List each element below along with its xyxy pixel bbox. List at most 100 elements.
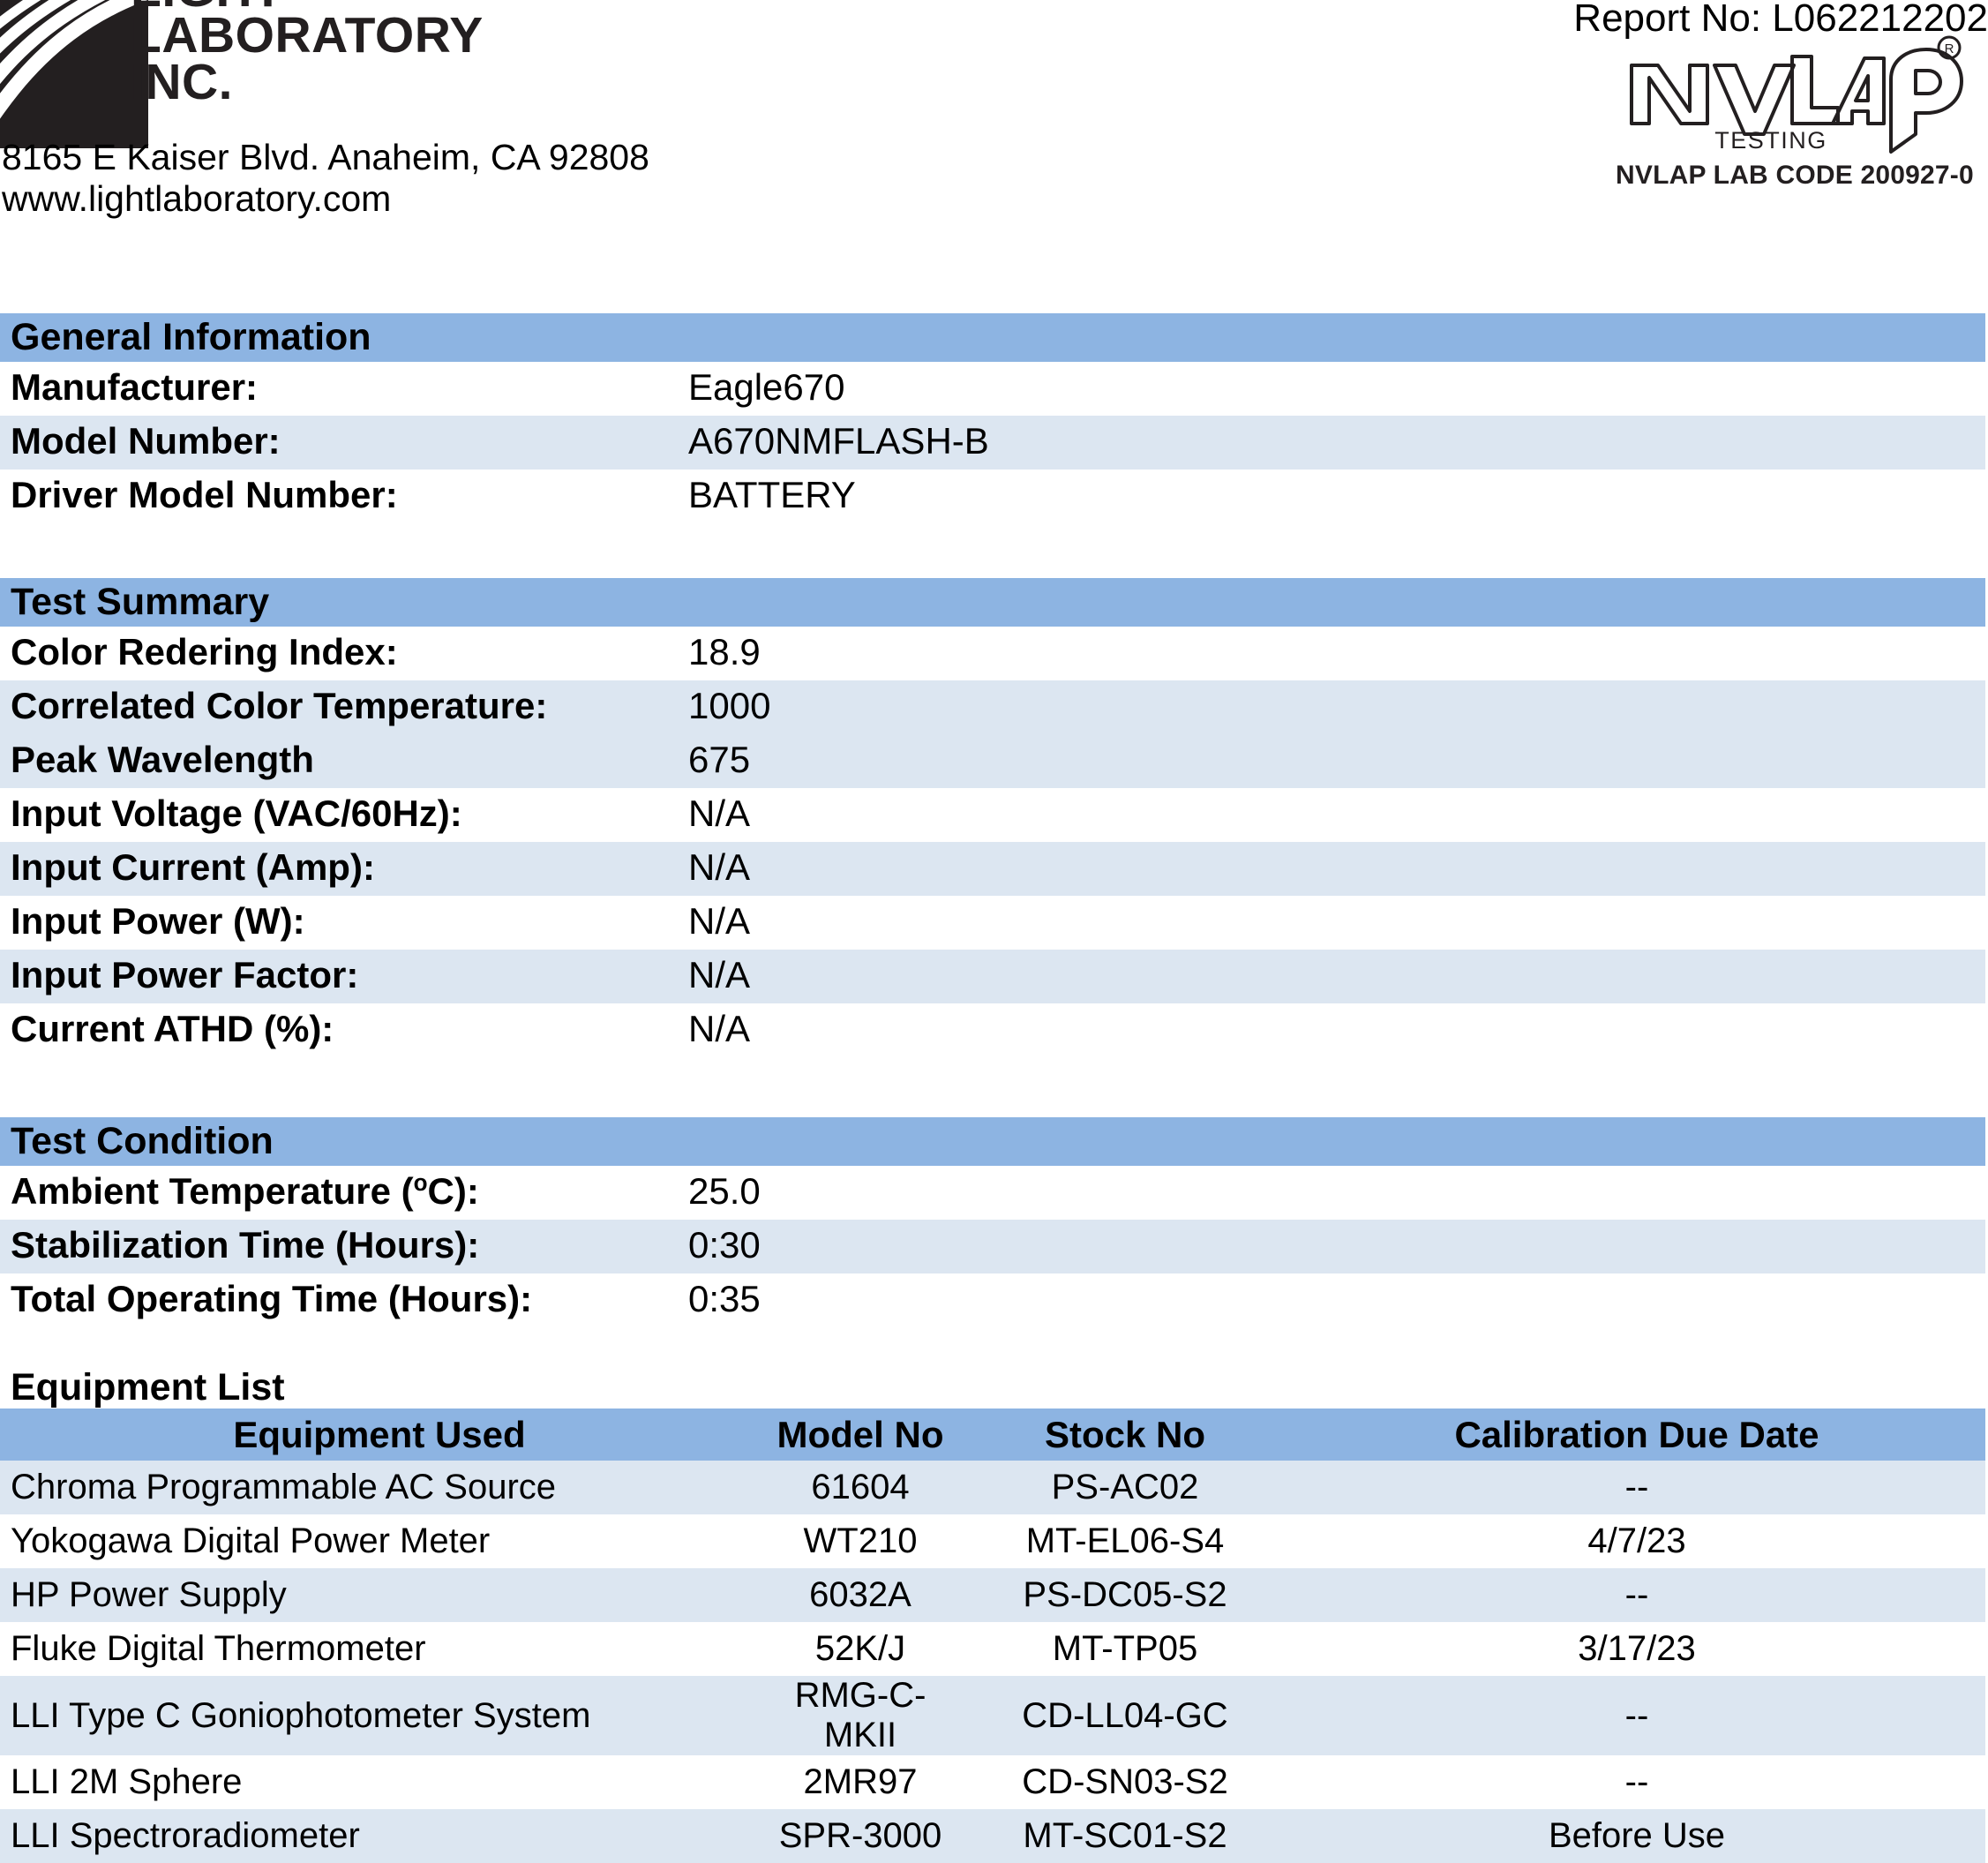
svg-text:R: R	[1945, 41, 1954, 56]
equipment-calibration-due: 3/17/23	[1578, 1629, 1696, 1668]
field-value: N/A	[688, 846, 751, 888]
table-row: Stabilization Time (Hours): 0:30	[0, 1220, 1985, 1273]
equipment-stock: MT-EL06-S4	[1025, 1521, 1225, 1560]
company-address: 8165 E Kaiser Blvd. Anaheim, CA 92808	[2, 137, 649, 177]
equipment-model: 52K/J	[814, 1629, 906, 1668]
table-row: Color Redering Index: 18.9	[0, 627, 1985, 680]
field-label: Color Redering Index:	[11, 631, 398, 672]
field-value: 0:35	[688, 1278, 761, 1319]
nvlap-accreditation-block: R TESTING NVLAP LAB CODE 200927-0	[1616, 35, 1986, 203]
field-value: N/A	[688, 793, 751, 834]
company-website: www.lightlaboratory.com	[2, 178, 392, 219]
section-general-information: General Information Manufacturer: Eagle6…	[0, 313, 1988, 523]
report-number: Report No: L062212202	[1573, 0, 1988, 40]
equipment-calibration-due: 4/7/23	[1587, 1521, 1686, 1560]
field-value: 1000	[688, 685, 771, 726]
field-label: Model Number:	[11, 420, 281, 462]
equipment-stock: MT-SC01-S2	[962, 1809, 1288, 1863]
equipment-model: RMG-C-MKII	[759, 1676, 962, 1755]
field-value: A670NMFLASH-B	[688, 420, 989, 462]
field-label: Total Operating Time (Hours):	[11, 1278, 533, 1319]
equipment-name: LLI 2M Sphere	[11, 1762, 243, 1801]
field-label: Peak Wavelength	[11, 739, 314, 780]
field-value: 0:30	[688, 1224, 761, 1266]
field-value: BATTERY	[688, 474, 856, 515]
section-header-general-information: General Information	[0, 313, 1985, 362]
column-header-stock-no: Stock No	[962, 1409, 1288, 1461]
nvlap-lab-code: NVLAP LAB CODE 200927-0	[1616, 161, 1974, 190]
table-row: Input Voltage (VAC/60Hz): N/A	[0, 788, 1985, 842]
equipment-stock: MT-TP05	[1052, 1629, 1198, 1668]
field-label-tail: C):	[427, 1170, 479, 1212]
field-label: Correlated Color Temperature:	[11, 685, 548, 726]
equipment-stock: CD-LL04-GC	[962, 1676, 1288, 1755]
table-row: Ambient Temperature (oC): 25.0	[0, 1166, 1985, 1220]
equipment-list-table: Equipment Used Model No Stock No Calibra…	[0, 1409, 1985, 1863]
equipment-calibration-due: Before Use	[1288, 1809, 1985, 1863]
equipment-calibration-due: --	[1288, 1676, 1985, 1755]
table-row: Current ATHD (%): N/A	[0, 1003, 1985, 1057]
equipment-name: LLI Type C Goniophotometer System	[0, 1676, 759, 1755]
company-wordmark: LIGHT LABORATORY INC.	[131, 0, 695, 110]
field-value: 18.9	[688, 631, 761, 672]
table-row: Peak Wavelength 675	[0, 734, 1985, 788]
field-label: Current ATHD (%):	[11, 1008, 334, 1049]
equipment-name: Chroma Programmable AC Source	[0, 1461, 759, 1514]
table-row: Fluke Digital Thermometer 52K/J MT-TP05 …	[0, 1622, 1985, 1676]
field-label: Input Current (Amp):	[11, 846, 375, 888]
nvlap-testing-label: TESTING	[1714, 127, 1827, 154]
field-value: Eagle670	[688, 366, 845, 408]
letterhead: LIGHT LABORATORY INC. 8165 E Kaiser Blvd…	[0, 0, 1988, 225]
table-row: Input Current (Amp): N/A	[0, 842, 1985, 896]
wordmark-line-1: LIGHT	[131, 0, 695, 15]
degree-superscript: o	[413, 1169, 428, 1196]
equipment-model: 2MR97	[803, 1762, 918, 1801]
table-row: Model Number: A670NMFLASH-B	[0, 416, 1985, 470]
table-row: Input Power (W): N/A	[0, 896, 1985, 950]
equipment-model: WT210	[803, 1521, 918, 1560]
table-row: Input Power Factor: N/A	[0, 950, 1985, 1003]
table-row: Correlated Color Temperature: 1000	[0, 680, 1985, 734]
table-row: LLI Spectroradiometer SPR-3000 MT-SC01-S…	[0, 1809, 1985, 1863]
equipment-model: 61604	[759, 1461, 962, 1514]
equipment-name: Fluke Digital Thermometer	[11, 1629, 426, 1668]
table-row: Chroma Programmable AC Source 61604 PS-A…	[0, 1461, 1985, 1514]
wordmark-line-2: LABORATORY	[131, 7, 484, 64]
field-value: 675	[688, 739, 751, 780]
equipment-model: 6032A	[759, 1568, 962, 1622]
wordmark-line-3: INC.	[131, 53, 233, 110]
equipment-stock: PS-AC02	[962, 1461, 1288, 1514]
equipment-calibration-due: --	[1288, 1461, 1985, 1514]
field-value: N/A	[688, 954, 751, 995]
table-row: Yokogawa Digital Power Meter WT210 MT-EL…	[0, 1514, 1985, 1568]
column-header-calibration-due-date: Calibration Due Date	[1288, 1409, 1985, 1461]
equipment-model: SPR-3000	[759, 1809, 962, 1863]
section-test-condition: Test Condition Ambient Temperature (oC):…	[0, 1117, 1988, 1327]
equipment-stock: PS-DC05-S2	[962, 1568, 1288, 1622]
field-label: Input Voltage (VAC/60Hz):	[11, 793, 462, 834]
section-header-test-summary: Test Summary	[0, 578, 1985, 627]
equipment-name: Yokogawa Digital Power Meter	[11, 1521, 491, 1560]
equipment-calibration-due: --	[1624, 1762, 1649, 1801]
field-label: Stabilization Time (Hours):	[11, 1224, 480, 1266]
light-laboratory-logo-icon	[0, 0, 176, 148]
equipment-name: HP Power Supply	[0, 1568, 759, 1622]
field-value: N/A	[688, 1008, 751, 1049]
field-label: Ambient Temperature (oC):	[11, 1166, 479, 1220]
section-test-summary: Test Summary Color Redering Index: 18.9 …	[0, 578, 1988, 1057]
field-label-text: Ambient Temperature (	[11, 1170, 414, 1212]
equipment-stock: CD-SN03-S2	[1022, 1762, 1228, 1801]
equipment-list-title: Equipment List	[11, 1366, 285, 1409]
table-row: LLI Type C Goniophotometer System RMG-C-…	[0, 1676, 1985, 1755]
field-value: N/A	[688, 900, 751, 942]
table-header-row: Equipment Used Model No Stock No Calibra…	[0, 1409, 1985, 1461]
column-header-equipment-used: Equipment Used	[0, 1409, 759, 1461]
field-label: Input Power Factor:	[11, 954, 359, 995]
equipment-name: LLI Spectroradiometer	[0, 1809, 759, 1863]
table-row: Manufacturer: Eagle670	[0, 362, 1985, 416]
table-row: Total Operating Time (Hours): 0:35	[0, 1273, 1985, 1327]
nvlap-logo-icon: R TESTING	[1630, 35, 1963, 154]
table-row: Driver Model Number: BATTERY	[0, 470, 1985, 523]
field-label: Input Power (W):	[11, 900, 305, 942]
column-header-model-no: Model No	[759, 1409, 962, 1461]
